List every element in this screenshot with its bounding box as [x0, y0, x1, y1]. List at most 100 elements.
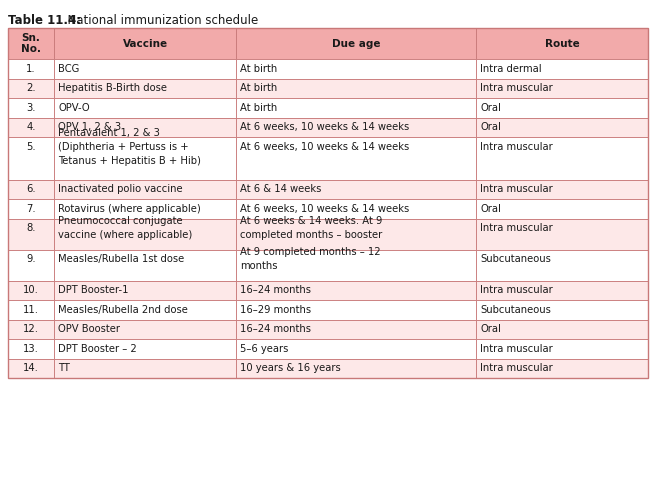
Bar: [476, 319, 648, 339]
Text: Vaccine: Vaccine: [123, 38, 168, 48]
Text: TT: TT: [58, 363, 70, 373]
Text: OPV-O: OPV-O: [58, 103, 90, 113]
Text: DPT Booster-1: DPT Booster-1: [58, 285, 129, 295]
Text: At birth: At birth: [241, 103, 277, 113]
Text: Intra muscular: Intra muscular: [480, 223, 553, 233]
Text: National immunization schedule: National immunization schedule: [60, 14, 258, 27]
Bar: [54, 199, 236, 219]
Text: 16–24 months: 16–24 months: [241, 285, 312, 295]
Text: Oral: Oral: [480, 122, 501, 132]
Text: 7.: 7.: [26, 204, 36, 214]
Text: At 6 weeks, 10 weeks & 14 weeks: At 6 weeks, 10 weeks & 14 weeks: [241, 142, 410, 152]
Bar: [236, 28, 476, 59]
Text: DPT Booster – 2: DPT Booster – 2: [58, 344, 137, 354]
Text: 5.: 5.: [26, 142, 36, 152]
Text: Intra muscular: Intra muscular: [480, 184, 553, 194]
Bar: [476, 78, 648, 98]
Text: 11.: 11.: [23, 305, 39, 315]
Bar: [8, 300, 54, 319]
Text: 14.: 14.: [23, 363, 39, 373]
Bar: [8, 280, 54, 300]
Bar: [54, 319, 236, 339]
Text: Oral: Oral: [480, 324, 501, 334]
Bar: [476, 250, 648, 280]
Bar: [476, 28, 648, 59]
Bar: [54, 358, 236, 378]
Bar: [54, 28, 236, 59]
Text: Oral: Oral: [480, 204, 501, 214]
Text: 1.: 1.: [26, 64, 36, 74]
Bar: [476, 59, 648, 78]
Text: Subcutaneous: Subcutaneous: [480, 305, 551, 315]
Bar: [8, 137, 54, 180]
Text: 3.: 3.: [26, 103, 36, 113]
Text: 10 years & 16 years: 10 years & 16 years: [241, 363, 341, 373]
Bar: [8, 98, 54, 117]
Bar: [476, 137, 648, 180]
Bar: [476, 219, 648, 250]
Bar: [8, 199, 54, 219]
Bar: [8, 117, 54, 137]
Text: Subcutaneous: Subcutaneous: [480, 254, 551, 264]
Text: 13.: 13.: [23, 344, 39, 354]
Bar: [8, 28, 54, 59]
Text: Hepatitis B-Birth dose: Hepatitis B-Birth dose: [58, 83, 167, 93]
Bar: [236, 319, 476, 339]
Text: BCG: BCG: [58, 64, 79, 74]
Text: Inactivated polio vaccine: Inactivated polio vaccine: [58, 184, 183, 194]
Bar: [8, 78, 54, 98]
Bar: [8, 180, 54, 199]
Text: 16–24 months: 16–24 months: [241, 324, 312, 334]
Bar: [476, 280, 648, 300]
Bar: [236, 199, 476, 219]
Bar: [8, 28, 648, 378]
Bar: [54, 300, 236, 319]
Text: Measles/Rubella 1st dose: Measles/Rubella 1st dose: [58, 254, 184, 264]
Text: 9.: 9.: [26, 254, 36, 264]
Text: Intra muscular: Intra muscular: [480, 142, 553, 152]
Bar: [236, 339, 476, 358]
Text: 2.: 2.: [26, 83, 36, 93]
Text: Intra muscular: Intra muscular: [480, 363, 553, 373]
Bar: [8, 319, 54, 339]
Text: 10.: 10.: [23, 285, 39, 295]
Text: 5–6 years: 5–6 years: [241, 344, 289, 354]
Text: 4.: 4.: [26, 122, 36, 132]
Bar: [54, 339, 236, 358]
Bar: [236, 78, 476, 98]
Bar: [236, 180, 476, 199]
Text: 8.: 8.: [26, 223, 36, 233]
Bar: [8, 358, 54, 378]
Text: At 9 completed months – 12
months: At 9 completed months – 12 months: [241, 247, 381, 271]
Bar: [8, 59, 54, 78]
Bar: [476, 98, 648, 117]
Bar: [54, 137, 236, 180]
Bar: [8, 250, 54, 280]
Bar: [476, 300, 648, 319]
Bar: [54, 219, 236, 250]
Bar: [54, 250, 236, 280]
Text: Sn.
No.: Sn. No.: [21, 33, 41, 54]
Text: Intra muscular: Intra muscular: [480, 344, 553, 354]
Bar: [8, 219, 54, 250]
Text: At 6 weeks & 14 weeks. At 9
completed months – booster: At 6 weeks & 14 weeks. At 9 completed mo…: [241, 216, 383, 240]
Text: At 6 weeks, 10 weeks & 14 weeks: At 6 weeks, 10 weeks & 14 weeks: [241, 204, 410, 214]
Bar: [236, 59, 476, 78]
Bar: [476, 117, 648, 137]
Text: At birth: At birth: [241, 83, 277, 93]
Text: Measles/Rubella 2nd dose: Measles/Rubella 2nd dose: [58, 305, 188, 315]
Bar: [236, 250, 476, 280]
Bar: [236, 358, 476, 378]
Text: Intra dermal: Intra dermal: [480, 64, 542, 74]
Bar: [236, 98, 476, 117]
Text: Pneumococcal conjugate
vaccine (where applicable): Pneumococcal conjugate vaccine (where ap…: [58, 216, 192, 240]
Text: Intra muscular: Intra muscular: [480, 83, 553, 93]
Bar: [476, 180, 648, 199]
Bar: [476, 358, 648, 378]
Bar: [54, 78, 236, 98]
Bar: [54, 98, 236, 117]
Bar: [476, 339, 648, 358]
Text: OPV 1, 2 & 3: OPV 1, 2 & 3: [58, 122, 121, 132]
Bar: [54, 59, 236, 78]
Text: Route: Route: [545, 38, 580, 48]
